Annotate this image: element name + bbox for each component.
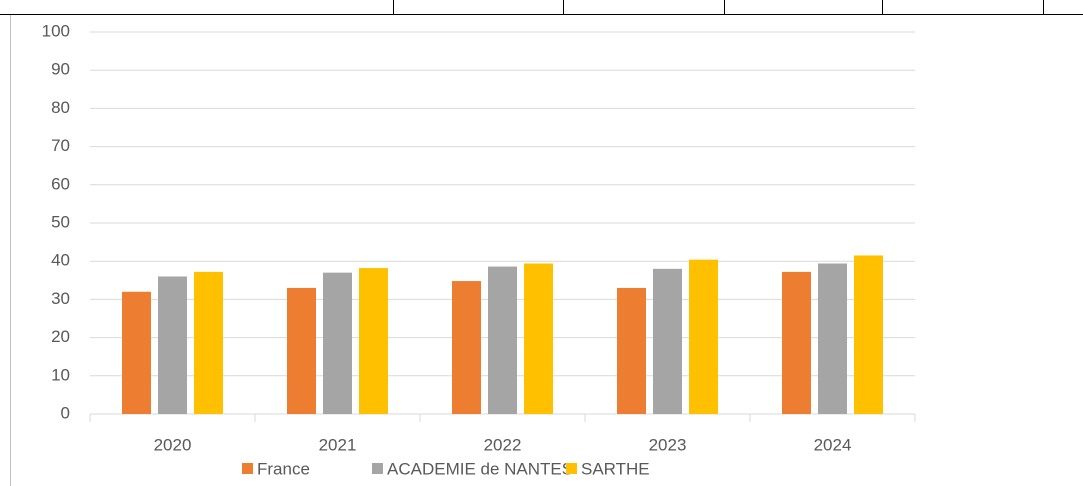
bar	[287, 287, 316, 414]
y-tick-label: 50	[51, 212, 70, 231]
bar	[854, 255, 883, 414]
legend-label: ACADEMIE de NANTES	[387, 459, 573, 478]
y-tick-label: 100	[42, 21, 70, 40]
y-tick-label: 60	[51, 174, 70, 193]
bar	[524, 263, 553, 414]
y-tick-label: 30	[51, 289, 70, 308]
bar	[488, 266, 517, 414]
y-tick-label: 20	[51, 327, 70, 346]
x-tick-label: 2022	[484, 435, 522, 454]
x-tick-label: 2024	[814, 435, 852, 454]
bar	[194, 271, 223, 414]
y-tick-label: 40	[51, 251, 70, 270]
y-tick-label: 80	[51, 98, 70, 117]
y-tick-label: 0	[61, 403, 70, 422]
table-border	[0, 0, 1083, 15]
bar	[452, 281, 481, 414]
legend-label: SARTHE	[581, 459, 650, 478]
bar	[689, 259, 718, 414]
legend-swatch	[566, 463, 577, 474]
y-tick-label: 70	[51, 136, 70, 155]
bar	[653, 268, 682, 414]
x-tick-label: 2023	[649, 435, 687, 454]
y-tick-label: 10	[51, 365, 70, 384]
x-tick-label: 2020	[154, 435, 192, 454]
bar	[359, 268, 388, 414]
bar	[158, 276, 187, 414]
bar	[617, 287, 646, 414]
legend-swatch	[372, 463, 383, 474]
legend-label: France	[257, 459, 310, 478]
y-tick-label: 90	[51, 60, 70, 79]
bar	[782, 271, 811, 414]
legend-swatch	[242, 463, 253, 474]
bar	[323, 272, 352, 414]
x-tick-label: 2021	[319, 435, 357, 454]
bar	[122, 291, 151, 414]
bar	[818, 263, 847, 414]
